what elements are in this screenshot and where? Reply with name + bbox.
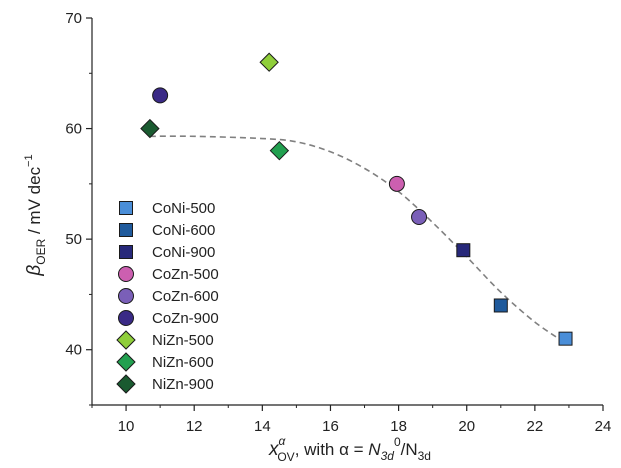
y-tick-label: 50 bbox=[65, 231, 82, 248]
legend-marker-nizn-500 bbox=[116, 330, 136, 350]
legend-label: CoNi-900 bbox=[152, 244, 215, 261]
data-point-nizn-900 bbox=[140, 118, 160, 139]
data-point-cozn-900 bbox=[152, 87, 169, 104]
data-point-coni-900 bbox=[456, 243, 471, 258]
x-tick-label: 16 bbox=[322, 418, 339, 435]
data-point-cozn-600 bbox=[411, 209, 428, 226]
x-tick-label: 22 bbox=[527, 418, 544, 435]
x-tick-label: 14 bbox=[254, 418, 271, 435]
legend-label: CoZn-900 bbox=[152, 310, 219, 327]
y-tick-label: 40 bbox=[65, 342, 82, 359]
y-tick-label: 70 bbox=[65, 10, 82, 27]
axis-ticks: 10 12 14 16 18 20 22 24 40 50 60 70 bbox=[65, 10, 611, 435]
y-axis-title: βOER / mV dec−1 bbox=[23, 154, 48, 276]
plot-area bbox=[91, 18, 603, 406]
legend-marker-coni-600 bbox=[119, 223, 133, 237]
data-points bbox=[140, 52, 573, 346]
data-point-nizn-600 bbox=[269, 140, 290, 161]
x-tick-label: 12 bbox=[186, 418, 203, 435]
legend-marker-coni-900 bbox=[119, 245, 133, 259]
legend-marker-cozn-600 bbox=[118, 288, 134, 304]
data-point-coni-500 bbox=[558, 331, 573, 346]
legend-marker-nizn-600 bbox=[116, 352, 136, 372]
legend-label: CoZn-600 bbox=[152, 288, 219, 305]
x-tick-label: 10 bbox=[118, 418, 135, 435]
legend-label: NiZn-900 bbox=[152, 376, 214, 393]
legend-label: NiZn-500 bbox=[152, 332, 214, 349]
x-tick-label: 24 bbox=[595, 418, 612, 435]
fit-curve-layer bbox=[149, 135, 566, 344]
data-point-nizn-500 bbox=[259, 52, 279, 72]
legend-marker-coni-500 bbox=[119, 201, 133, 215]
legend-label: CoNi-500 bbox=[152, 200, 215, 217]
legend-label: NiZn-600 bbox=[152, 354, 214, 371]
x-tick-label: 20 bbox=[458, 418, 475, 435]
data-point-coni-600 bbox=[493, 298, 508, 313]
y-tick-label: 60 bbox=[65, 121, 82, 138]
x-tick-label: 18 bbox=[390, 418, 407, 435]
legend-label: CoNi-600 bbox=[152, 222, 215, 239]
data-point-cozn-500 bbox=[388, 175, 405, 192]
legend-marker-cozn-900 bbox=[118, 310, 134, 326]
legend-label: CoZn-500 bbox=[152, 266, 219, 283]
legend-marker-cozn-500 bbox=[118, 266, 134, 282]
x-axis-title: xα OV, with α = N3d0/N3d bbox=[268, 434, 431, 464]
legend-marker-nizn-900 bbox=[116, 374, 136, 394]
fit-curve bbox=[149, 135, 566, 344]
legend: CoNi-500 CoNi-600 CoNi-900 CoZn-500 CoZn-600… bbox=[116, 200, 219, 394]
